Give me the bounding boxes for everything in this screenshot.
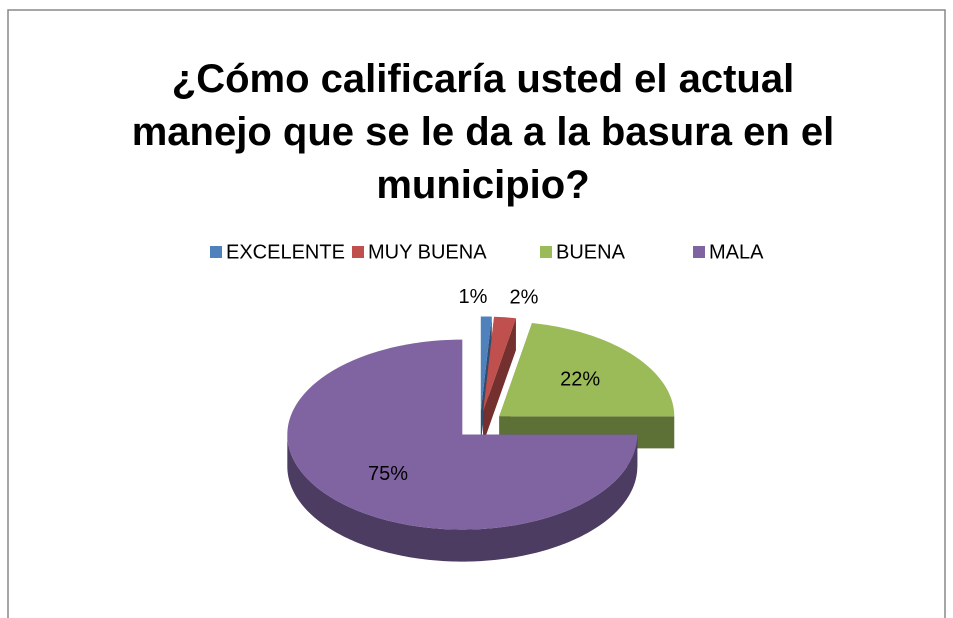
data-label: 2%: [509, 287, 538, 309]
legend-swatch: [693, 246, 705, 258]
slice: [287, 339, 638, 530]
pie-tops: [287, 316, 675, 530]
data-label: 1%: [458, 286, 487, 308]
slice-side: [483, 318, 516, 444]
chart-title: ¿Cómo calificaría usted el actual: [172, 57, 794, 101]
chart-title: municipio?: [376, 163, 589, 207]
legend-label: MUY BUENA: [368, 241, 487, 263]
legend-swatch: [540, 246, 552, 258]
slice: [480, 316, 492, 412]
title-group: ¿Cómo calificaría usted el actual manejo …: [132, 57, 835, 207]
slice: [499, 323, 675, 417]
slice: [483, 316, 516, 412]
legend-swatch: [352, 246, 364, 258]
legend-label: MALA: [709, 241, 764, 263]
data-label: 75%: [368, 463, 408, 485]
legend-label: EXCELENTE: [226, 241, 345, 263]
chart-title: manejo que se le da a la basura en el: [132, 110, 835, 154]
legend-label: BUENA: [556, 241, 626, 263]
slice-wall: [287, 434, 638, 562]
labels: EXCELENTE MUY BUENA BUENA MALA 1% 2% 22% 75%: [210, 241, 764, 485]
legend-swatch: [210, 246, 222, 258]
chart-border: [7, 9, 946, 618]
data-label: 22%: [560, 368, 600, 390]
